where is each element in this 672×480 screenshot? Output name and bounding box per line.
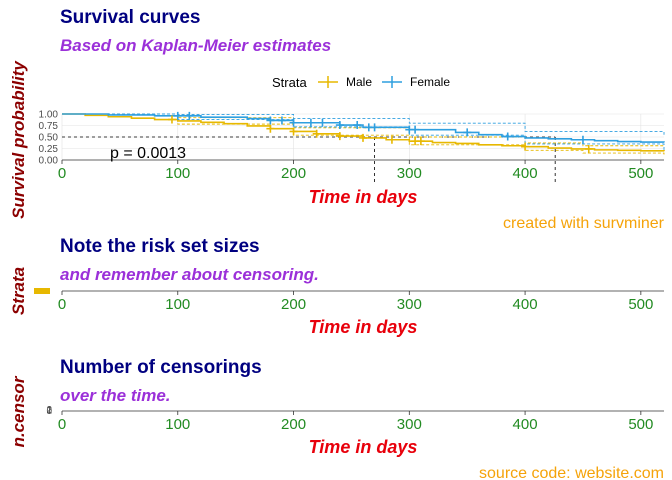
risk-x-label: Time in days (309, 317, 418, 337)
legend-key-female (382, 76, 402, 88)
censor-y-label: n.censor (9, 375, 28, 447)
survival-y-label: Survival probability (9, 60, 28, 219)
survival-x-label: Time in days (309, 187, 418, 207)
median-lines (62, 136, 556, 185)
censor-x-tick-5: 500 (628, 416, 653, 433)
censor-female-5 (306, 118, 315, 127)
survival-x-tick-4: 400 (513, 165, 538, 182)
ci-lower-male (62, 113, 665, 155)
censor-female-8 (353, 121, 362, 130)
censor-male-10 (584, 144, 593, 153)
censor-female-10 (370, 123, 379, 132)
censor-x-tick-2: 200 (281, 416, 306, 433)
censor-male-0 (167, 115, 176, 124)
ci-upper-male (62, 113, 665, 148)
censor-female-7 (335, 121, 344, 130)
survival-subtitle: Based on Kaplan-Meier estimates (60, 36, 331, 55)
survival-y-tick-0: 0.00 (39, 156, 59, 167)
censor-female-4 (289, 118, 298, 127)
censor-female-1 (185, 111, 194, 120)
censor-x-tick-4: 400 (513, 416, 538, 433)
survival-x-tick-3: 300 (397, 165, 422, 182)
censor-x-tick-0: 0 (58, 416, 66, 433)
survival-x-tick-2: 200 (281, 165, 306, 182)
risk-x-ticks: 0 100 200 300 400 500 (58, 291, 653, 313)
risk-y-label: Strata (9, 267, 28, 315)
censor-male-9 (521, 142, 530, 151)
survival-title: Survival curves (60, 7, 200, 28)
p-value: p = 0.0013 (110, 145, 186, 162)
survival-caption: created with survminer (503, 215, 665, 232)
survival-y-tick-2: 0.50 (39, 133, 59, 144)
censor-subtitle: over the time. (60, 386, 171, 405)
risk-x-tick-0: 0 (58, 296, 66, 313)
censor-female-15 (578, 135, 587, 144)
censor-female-14 (503, 132, 512, 141)
censor-female-2 (266, 116, 275, 125)
censor-male-3 (312, 129, 321, 138)
risk-x-tick-5: 500 (628, 296, 653, 313)
legend-key-male (318, 76, 338, 88)
censor-male-6 (387, 135, 396, 144)
survival-x-ticks: 0 100 200 300 400 500 (58, 160, 653, 182)
legend-title: Strata (272, 75, 307, 90)
censor-caption: source code: website.com (479, 465, 664, 480)
risk-x-tick-1: 100 (165, 296, 190, 313)
censor-y-tick-0: 0 (46, 406, 52, 417)
risk-x-tick-4: 400 (513, 296, 538, 313)
legend: Strata Male Female (272, 75, 450, 90)
censor-female-6 (318, 118, 327, 127)
curve-female (62, 113, 665, 143)
risk-title: Note the risk set sizes (60, 236, 260, 257)
survival-y-tick-3: 0.75 (39, 121, 59, 132)
survival-x-tick-1: 100 (165, 165, 190, 182)
censor-female-12 (411, 125, 420, 134)
censor-title: Number of censorings (60, 357, 262, 378)
censor-female-13 (463, 128, 472, 137)
survival-x-tick-0: 0 (58, 165, 66, 182)
censor-female-0 (173, 111, 182, 120)
censor-x-ticks: 0 100 200 300 400 500 (58, 411, 653, 433)
censor-y-tick-1: 1 (46, 405, 52, 416)
censor-x-tick-3: 300 (397, 416, 422, 433)
survival-y-tick-1: 0.25 (39, 144, 59, 155)
survival-y-tick-4: 1.00 (39, 110, 59, 121)
censor-male-2 (289, 127, 298, 136)
survival-y-ticks: 0.000.250.500.751.00 (39, 110, 59, 167)
censor-female-3 (277, 116, 286, 125)
censor-male-8 (416, 137, 425, 146)
censor-marks (167, 111, 593, 153)
legend-label-male: Male (346, 75, 372, 89)
censor-male-5 (359, 133, 367, 142)
risk-x-tick-2: 200 (281, 296, 306, 313)
legend-label-female: Female (410, 75, 450, 89)
censor-male-1 (266, 124, 275, 133)
censor-y-ticks: 012 (46, 405, 52, 417)
survival-x-tick-5: 500 (628, 165, 653, 182)
risk-subtitle: and remember about censoring. (60, 265, 319, 284)
censor-male-4 (335, 132, 344, 141)
risk-strata-key (34, 288, 50, 294)
censor-x-label: Time in days (309, 437, 418, 457)
risk-x-tick-3: 300 (397, 296, 422, 313)
censor-y-tick-2: 2 (46, 405, 52, 416)
censor-x-tick-1: 100 (165, 416, 190, 433)
